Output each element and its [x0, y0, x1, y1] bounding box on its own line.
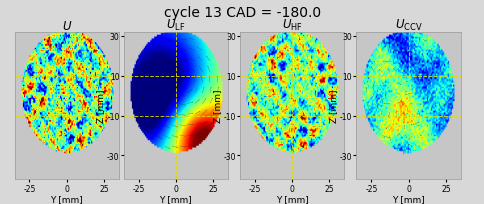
X-axis label: Y [mm]: Y [mm]: [50, 194, 83, 203]
Y-axis label: Z [mm]: Z [mm]: [96, 89, 106, 123]
Title: $U$: $U$: [61, 20, 72, 33]
Title: $U_{\rm CCV}$: $U_{\rm CCV}$: [394, 18, 422, 33]
X-axis label: Y [mm]: Y [mm]: [159, 194, 192, 203]
Y-axis label: Z [mm]: Z [mm]: [329, 89, 338, 123]
Y-axis label: Z [mm]: Z [mm]: [212, 89, 222, 123]
X-axis label: Y [mm]: Y [mm]: [275, 194, 308, 203]
Text: cycle 13 CAD = -180.0: cycle 13 CAD = -180.0: [164, 6, 320, 20]
X-axis label: Y [mm]: Y [mm]: [392, 194, 424, 203]
Title: $U_{\rm HF}$: $U_{\rm HF}$: [281, 18, 302, 33]
Title: $U_{\rm LF}$: $U_{\rm LF}$: [166, 18, 185, 33]
